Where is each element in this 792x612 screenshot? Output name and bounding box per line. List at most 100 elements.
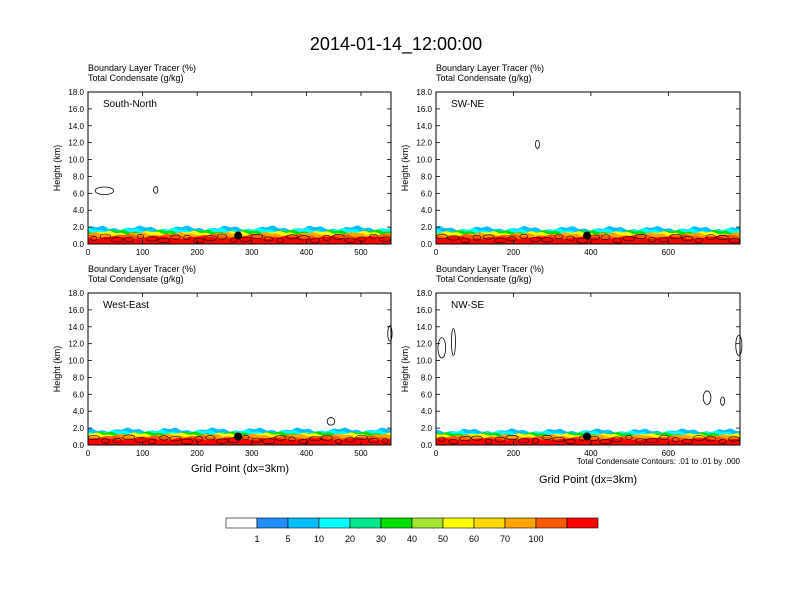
x-tick-label: 300 <box>245 248 259 257</box>
colorbar-box-11 <box>535 517 568 529</box>
boundary-condensate-contours <box>90 233 392 244</box>
location-marker <box>234 432 243 441</box>
x-tick-label: 300 <box>245 449 259 458</box>
y-tick-label: 12.0 <box>68 340 84 349</box>
panel-name: SW-NE <box>451 99 484 110</box>
panel-nw-se: Boundary Layer Tracer (%)Total Condensat… <box>400 264 743 458</box>
y-tick-label: 14.0 <box>68 323 84 332</box>
colorbar-box-2 <box>256 517 289 529</box>
y-tick-label: 2.0 <box>421 424 433 433</box>
colorbar-box-4 <box>318 517 351 529</box>
panel-south-north: Boundary Layer Tracer (%)Total Condensat… <box>52 63 392 257</box>
y-tick-label: 6.0 <box>421 390 433 399</box>
condensate-contour-5 <box>735 334 743 356</box>
tracer-band-7 <box>88 437 391 445</box>
y-tick-label: 6.0 <box>73 390 85 399</box>
y-tick-label: 10.0 <box>416 156 432 165</box>
colorbar-label: 10 <box>314 534 324 544</box>
y-tick-label: 10.0 <box>68 357 84 366</box>
y-axis-label: Height (km) <box>400 145 410 192</box>
colorbar-box-12 <box>566 517 599 529</box>
panel-header-condensate: Total Condensate (g/kg) <box>88 73 184 83</box>
panel-header-condensate: Total Condensate (g/kg) <box>436 274 532 284</box>
colorbar-box-1 <box>225 517 258 529</box>
colorbar-box-9 <box>473 517 506 529</box>
contour-note: Total Condensate Contours: .01 to .01 by… <box>577 457 741 466</box>
location-marker <box>234 231 243 240</box>
y-tick-label: 16.0 <box>68 306 84 315</box>
y-tick-label: 10.0 <box>68 156 84 165</box>
colorbar-box-5 <box>349 517 382 529</box>
x-tick-label: 400 <box>584 248 598 257</box>
location-marker <box>583 231 592 240</box>
y-tick-label: 8.0 <box>73 172 85 181</box>
figure-title: 2014-01-14_12:00:00 <box>310 34 482 55</box>
y-tick-label: 16.0 <box>68 105 84 114</box>
x-tick-label: 200 <box>507 248 521 257</box>
panel-header-tracer: Boundary Layer Tracer (%) <box>436 264 544 274</box>
y-tick-label: 18.0 <box>68 88 84 97</box>
y-tick-label: 10.0 <box>416 357 432 366</box>
colorbar-box-10 <box>504 517 537 529</box>
colorbar-label: 40 <box>407 534 417 544</box>
y-tick-label: 0.0 <box>73 441 85 450</box>
x-tick-label: 400 <box>300 449 314 458</box>
y-tick-label: 4.0 <box>73 407 85 416</box>
condensate-contour-2 <box>153 186 159 194</box>
x-tick-label: 200 <box>191 248 205 257</box>
y-tick-label: 2.0 <box>73 223 85 232</box>
panel-west-east: Boundary Layer Tracer (%)Total Condensat… <box>52 264 393 458</box>
y-tick-label: 12.0 <box>416 139 432 148</box>
y-axis-label: Height (km) <box>52 145 62 192</box>
boundary-condensate-contours <box>438 434 741 445</box>
y-tick-label: 8.0 <box>421 373 433 382</box>
x-axis-label-left: Grid Point (dx=3km) <box>191 463 289 475</box>
colorbar-box-7 <box>411 517 444 529</box>
y-tick-label: 14.0 <box>416 323 432 332</box>
x-tick-label: 600 <box>662 248 676 257</box>
colorbar: 1 5 10 20 30 40 50 60 70 100 <box>225 517 599 544</box>
colorbar-label: 50 <box>438 534 448 544</box>
colorbar-label: 70 <box>500 534 510 544</box>
colorbar-label: 5 <box>285 534 290 544</box>
x-tick-label: 100 <box>136 248 150 257</box>
x-tick-label: 400 <box>300 248 314 257</box>
y-tick-label: 12.0 <box>68 139 84 148</box>
y-axis-label: Height (km) <box>400 346 410 393</box>
panel-header-condensate: Total Condensate (g/kg) <box>436 73 532 83</box>
condensate-contour-3 <box>702 390 712 405</box>
y-tick-label: 4.0 <box>421 407 433 416</box>
y-tick-label: 12.0 <box>416 340 432 349</box>
colorbar-box-6 <box>380 517 413 529</box>
y-tick-label: 2.0 <box>73 424 85 433</box>
y-tick-label: 18.0 <box>68 289 84 298</box>
boundary-condensate-contours <box>436 233 740 244</box>
plot-frame <box>435 91 741 245</box>
condensate-contour-1 <box>535 139 540 149</box>
x-axis-label-right: Grid Point (dx=3km) <box>539 474 637 486</box>
condensate-contour-2 <box>451 328 456 356</box>
x-tick-label: 100 <box>136 449 150 458</box>
x-tick-label: 500 <box>354 248 368 257</box>
plot-area <box>88 293 391 445</box>
y-tick-label: 4.0 <box>73 206 85 215</box>
plot-area <box>436 92 740 244</box>
location-marker <box>583 432 592 441</box>
panel-header-tracer: Boundary Layer Tracer (%) <box>88 63 196 73</box>
y-tick-label: 6.0 <box>421 189 433 198</box>
x-tick-label: 600 <box>662 449 676 458</box>
condensate-contour-1 <box>94 186 115 195</box>
y-tick-label: 18.0 <box>416 88 432 97</box>
colorbar-label: 20 <box>345 534 355 544</box>
x-tick-label: 0 <box>86 248 91 257</box>
x-tick-label: 500 <box>354 449 368 458</box>
plot-area <box>88 92 391 244</box>
x-tick-label: 200 <box>191 449 205 458</box>
y-tick-label: 16.0 <box>416 105 432 114</box>
plot-frame <box>87 292 392 446</box>
y-tick-label: 14.0 <box>68 122 84 131</box>
plot-frame <box>435 292 741 446</box>
y-tick-label: 6.0 <box>73 189 85 198</box>
panel-name: West-East <box>103 300 149 311</box>
